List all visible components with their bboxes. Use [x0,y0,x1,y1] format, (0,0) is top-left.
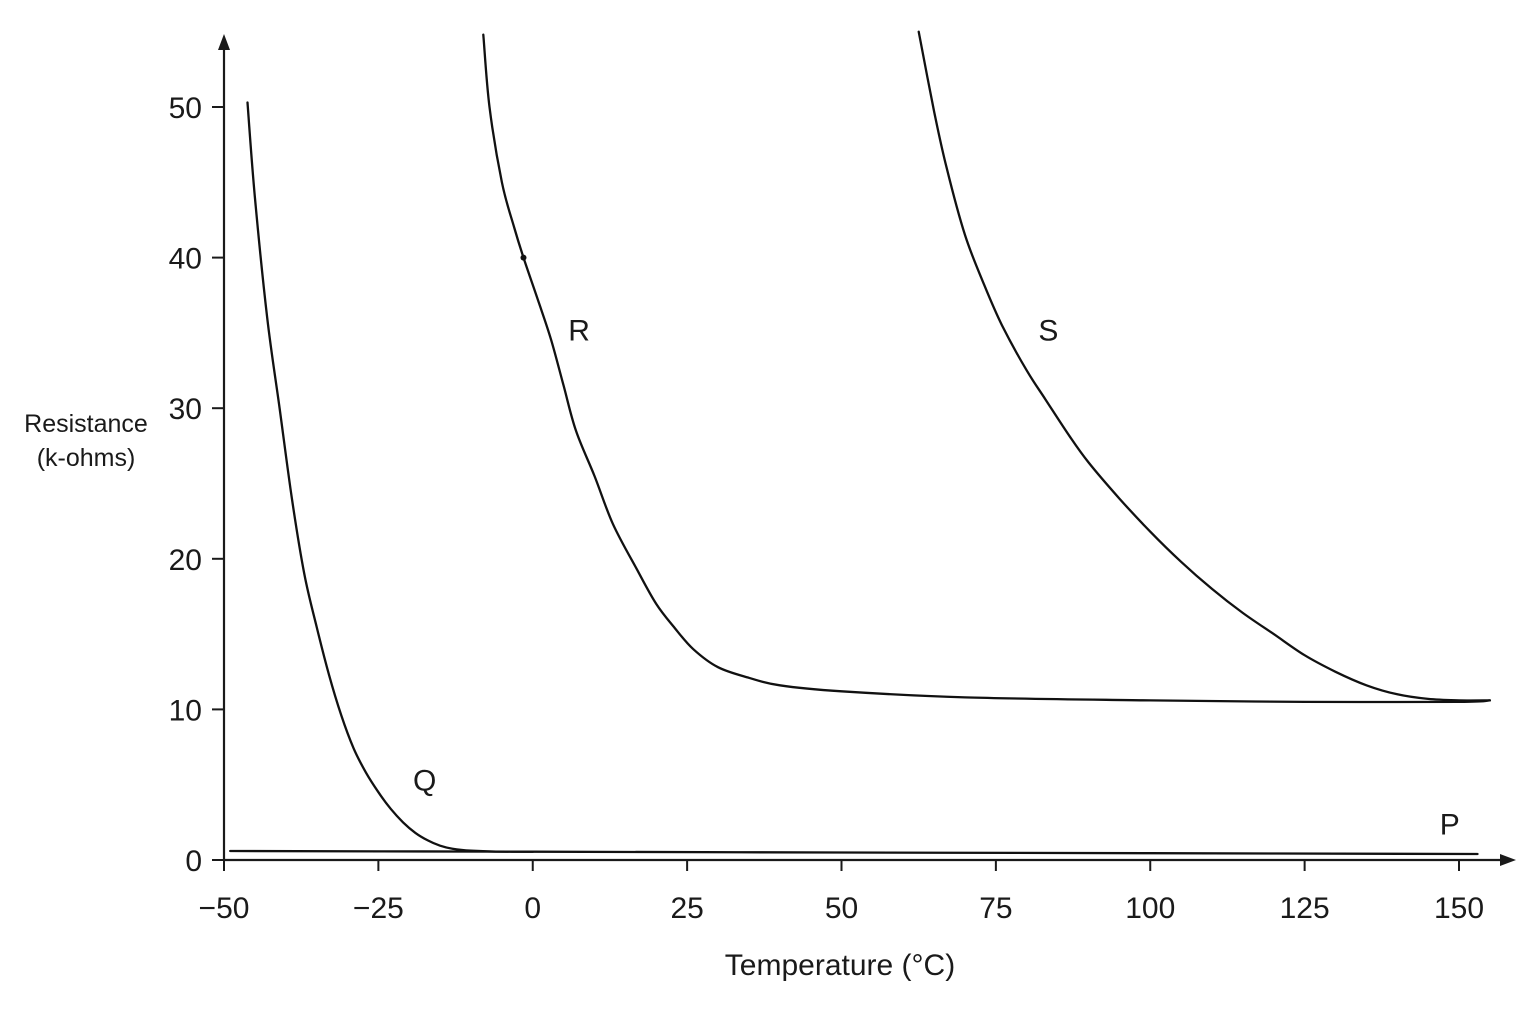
y-tick-label: 10 [169,694,202,727]
y-tick-label: 30 [169,393,202,426]
y-tick-label: 40 [169,243,202,276]
curves [229,30,1492,856]
series-label-q: Q [413,765,436,798]
x-tick-label: 125 [1280,892,1330,925]
x-tick-label: −25 [353,892,404,925]
series-label-p: P [1440,808,1460,841]
axes [218,34,1516,866]
series-labels: P Q R S [413,314,1460,841]
series-label-s: S [1038,314,1058,347]
curve-q [246,101,534,853]
y-tick-label: 20 [169,544,202,577]
x-axis-arrowhead [1500,854,1516,866]
curve-r-marker-dot [520,254,527,261]
y-axis-arrowhead [218,34,230,50]
y-tick-label: 0 [185,845,202,878]
series-label-r: R [568,314,590,347]
x-tick-label: 100 [1125,892,1175,925]
curve-s [917,30,1492,702]
x-tick-label: 150 [1434,892,1484,925]
x-tick-label: 75 [979,892,1012,925]
curve-p [229,849,1479,856]
x-tick-label: 50 [825,892,858,925]
curve-r [482,33,1492,704]
x-ticks: −50 −25 0 25 50 75 100 125 150 [199,860,1484,925]
x-tick-label: 0 [524,892,541,925]
x-axis-title: Temperature (°C) [725,949,955,982]
y-ticks: 0 10 20 30 40 50 [169,92,224,878]
y-axis-title-line-1: Resistance [24,410,148,438]
x-tick-label: −50 [199,892,250,925]
x-tick-label: 25 [670,892,703,925]
y-axis-title-line-2: (k-ohms) [37,444,136,472]
y-tick-label: 50 [169,92,202,125]
